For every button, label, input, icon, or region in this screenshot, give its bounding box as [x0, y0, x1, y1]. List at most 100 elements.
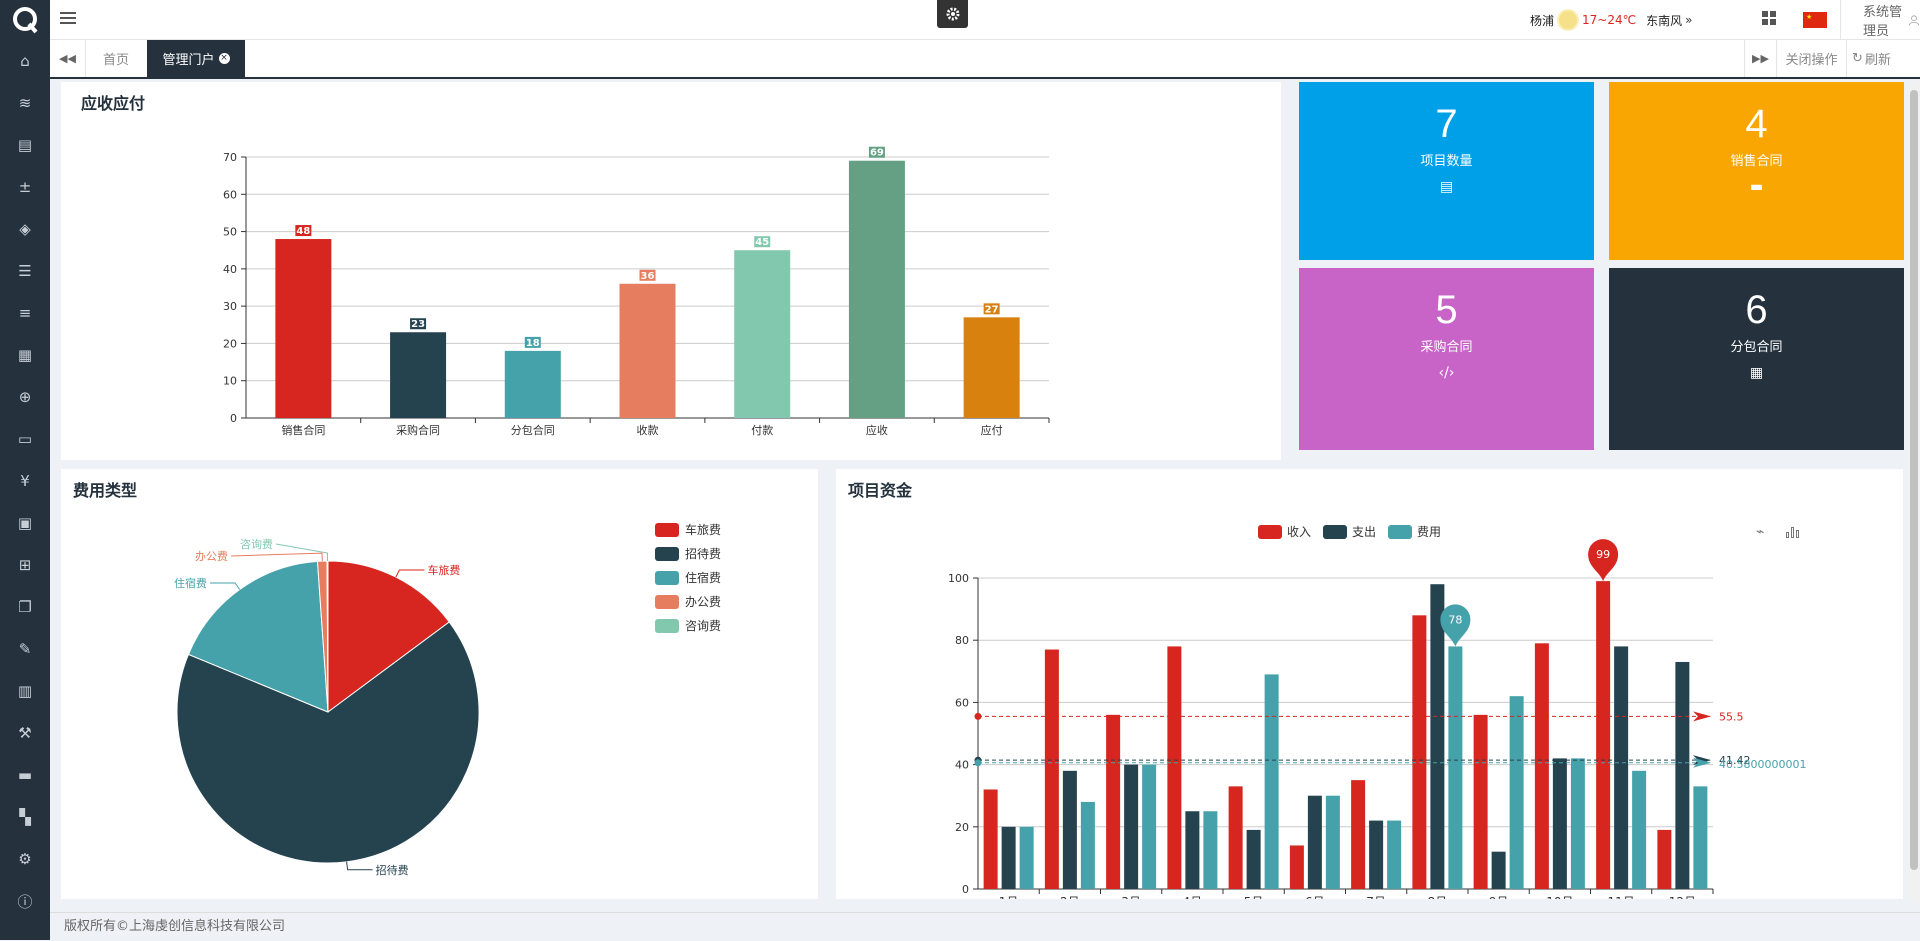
table-icon: ▦: [1749, 365, 1764, 381]
refresh-button[interactable]: ↻ 刷新: [1846, 40, 1896, 77]
calculator-icon[interactable]: ±: [18, 178, 32, 196]
page-scrollbar[interactable]: [1908, 82, 1920, 902]
legend-item[interactable]: 费用: [1388, 525, 1441, 539]
database-icon[interactable]: ≋: [18, 94, 32, 112]
bar-chart-icon[interactable]: ▥: [17, 682, 33, 700]
wrench-icon[interactable]: ⚒: [18, 724, 32, 742]
data-label: 23: [410, 318, 427, 330]
bar: [504, 350, 561, 418]
bar-type-icon[interactable]: [1786, 524, 1800, 538]
stat-tile[interactable]: 7 项目数量 ▤: [1299, 82, 1594, 260]
bar: [1675, 661, 1690, 889]
bar: [1351, 780, 1366, 889]
legend-item[interactable]: 办公费: [655, 594, 721, 609]
layers-icon[interactable]: ≡: [18, 304, 32, 322]
tab-portal-label: 管理门户: [162, 53, 215, 68]
bar: [1632, 770, 1647, 889]
language-flag-icon[interactable]: ★: [1803, 12, 1827, 28]
tab-home[interactable]: 首页: [86, 40, 146, 77]
bar: [1019, 826, 1034, 889]
bar: [1142, 764, 1157, 889]
legend-item[interactable]: 支出: [1323, 525, 1376, 539]
stat-tile[interactable]: 5 采购合同 ‹/›: [1299, 268, 1594, 450]
legend-item[interactable]: 住宿费: [655, 570, 721, 585]
bar: [1307, 795, 1322, 889]
y-tick-label: 10: [223, 375, 237, 388]
money-icon[interactable]: ▣: [17, 514, 33, 532]
data-label: 45: [754, 236, 771, 248]
copy-icon[interactable]: ❐: [18, 598, 32, 616]
mark-line-label: 41.42: [1719, 754, 1751, 767]
archive-icon[interactable]: ▬: [17, 766, 33, 784]
dashboard-icon[interactable]: ▚: [19, 808, 31, 826]
tab-scroll-left-button[interactable]: ◀◀: [50, 40, 86, 77]
pie-label: 车旅费: [427, 563, 460, 577]
calendar-icon[interactable]: ▦: [17, 346, 33, 364]
legend-item[interactable]: 咨询费: [655, 618, 721, 633]
user-menu[interactable]: 系统管理员: [1840, 0, 1920, 40]
line-type-icon[interactable]: ⌁: [1756, 524, 1765, 540]
menu-toggle-icon[interactable]: [60, 10, 76, 26]
tab-bar: ◀◀ 首页 管理门户 × ▶▶ 关闭操作 ↻ 刷新: [50, 40, 1920, 79]
gear-icon[interactable]: ⚙: [18, 850, 32, 868]
tab-scroll-right-button[interactable]: ▶▶: [1744, 40, 1776, 77]
bar: [1080, 801, 1095, 889]
sidebar: ⌂ ≋ ▤ ± ◈ ☰ ≡ ▦ ⊕ ▭ ¥ ▣ ⊞ ❐ ✎ ▥ ⚒ ▬ ▚ ⚙ ⓘ: [0, 0, 50, 940]
svg-text:招待费: 招待费: [685, 547, 721, 561]
bar: [619, 283, 676, 418]
apps-grid-icon[interactable]: [1762, 11, 1776, 25]
bar: [1552, 758, 1567, 889]
stat-tile[interactable]: 4 销售合同 ▬: [1609, 82, 1904, 260]
stat-label: 分包合同: [1730, 340, 1783, 355]
x-tick-label: 销售合同: [281, 423, 325, 437]
mark-point: 99: [1588, 539, 1619, 582]
tab-portal[interactable]: 管理门户 ×: [147, 40, 245, 77]
yen-icon[interactable]: ¥: [20, 472, 30, 490]
receivable-chart: 0 10 20 30 40 50 60 70 48 销售合同 23 采购合同 18 分包合同 36 收款 45 付…: [223, 146, 1050, 437]
y-tick-label: 40: [223, 263, 237, 276]
y-tick-label: 0: [230, 412, 237, 425]
bar: [1387, 820, 1402, 889]
svg-text:36: 36: [641, 271, 655, 282]
svg-text:收入: 收入: [1287, 525, 1311, 539]
bar: [1264, 674, 1279, 889]
y-tick-label: 0: [962, 883, 969, 896]
file-icon[interactable]: ▭: [17, 430, 33, 448]
settings-icon[interactable]: [937, 0, 968, 28]
home-icon[interactable]: ⌂: [20, 52, 30, 70]
logo-icon[interactable]: [0, 0, 50, 40]
pencil-icon[interactable]: ✎: [18, 640, 32, 658]
bar: [1412, 615, 1427, 889]
svg-text:住宿费: 住宿费: [685, 570, 721, 585]
bar: [1473, 714, 1488, 889]
svg-text:69: 69: [870, 148, 884, 159]
cube-icon[interactable]: ◈: [19, 220, 31, 238]
svg-text:23: 23: [411, 319, 425, 330]
list-icon[interactable]: ☰: [18, 262, 32, 280]
close-ops-label: 关闭操作: [1785, 53, 1838, 68]
scrollbar-thumb[interactable]: [1910, 90, 1918, 870]
bar: [1167, 646, 1182, 889]
book-icon[interactable]: ▤: [17, 136, 33, 154]
legend-item[interactable]: 招待费: [655, 547, 721, 561]
info-icon[interactable]: ⓘ: [17, 892, 33, 911]
bar: [1570, 758, 1585, 889]
stat-tile[interactable]: 6 分包合同 ▦: [1609, 268, 1904, 450]
legend-item[interactable]: 收入: [1258, 525, 1311, 539]
bar: [1325, 795, 1340, 889]
svg-text:咨询费: 咨询费: [685, 618, 721, 633]
legend-item[interactable]: 车旅费: [655, 522, 721, 537]
close-tab-icon[interactable]: ×: [218, 53, 230, 64]
pie-label-line: [275, 543, 329, 562]
double-right-icon: ▶▶: [1752, 52, 1769, 65]
grid-icon[interactable]: ⊞: [18, 556, 32, 574]
y-tick-label: 40: [955, 759, 969, 772]
mark-line-label: 55.5: [1719, 710, 1744, 723]
bar: [1246, 829, 1261, 889]
pie-label-line: [395, 569, 425, 578]
y-tick-label: 50: [223, 226, 237, 239]
chevrons-right-icon[interactable]: »: [1685, 13, 1693, 27]
plus-circle-icon[interactable]: ⊕: [18, 388, 32, 406]
x-tick-label: 9月: [1489, 895, 1509, 899]
close-ops-button[interactable]: 关闭操作: [1776, 40, 1846, 77]
